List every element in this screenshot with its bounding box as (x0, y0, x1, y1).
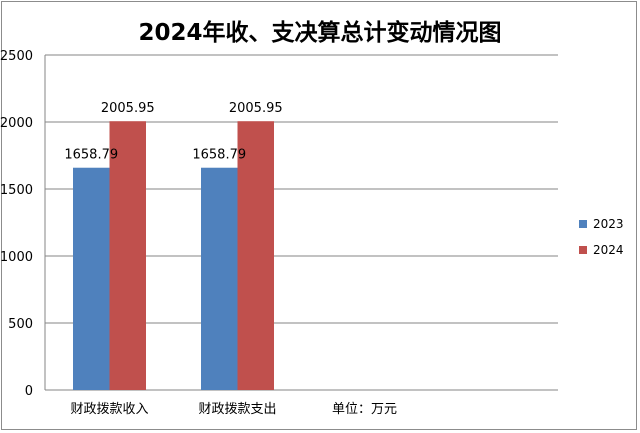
data-labels: 1658.79 2005.95 1658.79 2005.95 (64, 101, 282, 163)
data-label-2024-0: 2005.95 (101, 101, 155, 116)
legend: 2023 2024 (579, 217, 624, 257)
bar-2024-0 (109, 121, 146, 390)
data-label-2023-1: 1658.79 (192, 148, 246, 163)
y-tick-label: 500 (8, 317, 33, 332)
x-category-label: 财政拨款收入 (70, 402, 148, 417)
x-axis-labels: 财政拨款收入 财政拨款支出 (70, 402, 276, 417)
bar-2024-1 (237, 121, 274, 390)
chart-title: 2024年收、支决算总计变动情况图 (138, 19, 501, 46)
legend-swatch-2024 (579, 246, 587, 254)
bar-2023-1 (201, 167, 238, 390)
y-axis-ticks: 0 500 1000 1500 2000 2500 (0, 49, 33, 399)
bars (73, 121, 274, 390)
y-tick-label: 1000 (0, 250, 33, 265)
x-category-label: 财政拨款支出 (198, 402, 276, 417)
data-label-2023-0: 1658.79 (64, 148, 118, 163)
legend-label-2024: 2024 (593, 243, 624, 257)
y-tick-label: 2000 (0, 116, 33, 131)
y-tick-label: 0 (25, 384, 33, 399)
unit-note: 单位：万元 (332, 402, 397, 417)
y-tick-label: 1500 (0, 183, 33, 198)
legend-swatch-2023 (579, 220, 587, 228)
y-tick-label: 2500 (0, 49, 33, 64)
legend-label-2023: 2023 (593, 217, 624, 231)
data-label-2024-1: 2005.95 (229, 101, 283, 116)
bar-2023-0 (73, 167, 110, 390)
